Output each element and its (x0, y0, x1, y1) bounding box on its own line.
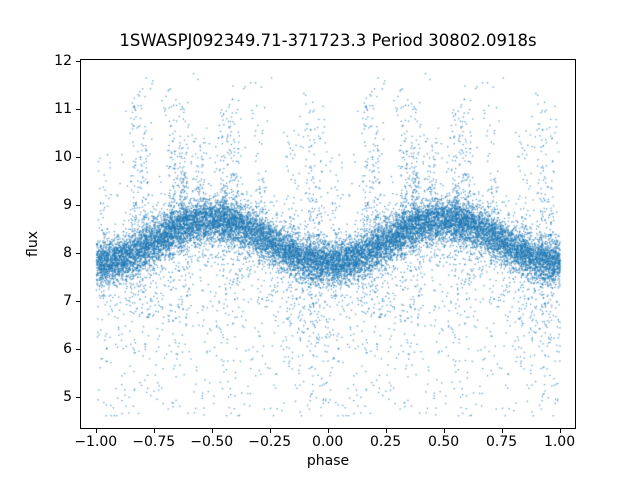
x-tick-label: 0.25 (370, 434, 402, 450)
y-tick-label: 8 (63, 244, 72, 261)
scatter-plot-canvas (80, 59, 576, 429)
y-tick-label: 11 (54, 100, 72, 117)
y-tick-label: 7 (63, 292, 72, 309)
x-tick-label: −0.50 (190, 434, 234, 450)
x-axis-label: phase (306, 453, 350, 469)
y-tick-label: 9 (63, 196, 72, 213)
x-tick-mark (385, 429, 387, 433)
x-tick-label: −0.25 (248, 434, 292, 450)
x-tick-label: 0.50 (428, 434, 460, 450)
y-tick-label: 10 (54, 148, 72, 165)
y-tick-label: 12 (54, 52, 72, 69)
y-tick-mark (76, 300, 80, 302)
x-tick-mark (269, 429, 271, 433)
x-tick-label: −0.75 (132, 434, 176, 450)
x-tick-label: −1.00 (74, 434, 118, 450)
y-tick-mark (76, 252, 80, 254)
x-tick-mark (95, 429, 97, 433)
x-tick-mark (153, 429, 155, 433)
y-tick-mark (76, 396, 80, 398)
y-tick-mark (76, 60, 80, 62)
x-tick-mark (559, 429, 561, 433)
y-axis-label: flux (25, 231, 41, 257)
y-tick-mark (76, 348, 80, 350)
x-tick-label: 1.00 (543, 434, 576, 450)
y-tick-label: 5 (63, 388, 72, 405)
y-tick-mark (76, 108, 80, 110)
y-tick-mark (76, 204, 80, 206)
x-tick-mark (211, 429, 213, 433)
x-tick-label: 0.00 (312, 434, 344, 450)
chart-title: 1SWASPJ092349.71-371723.3 Period 30802.0… (119, 31, 537, 50)
x-tick-mark (327, 429, 329, 433)
x-tick-mark (443, 429, 445, 433)
x-tick-mark (501, 429, 503, 433)
y-tick-label: 6 (63, 340, 72, 357)
x-tick-label: 0.75 (485, 434, 518, 450)
y-tick-mark (76, 156, 80, 158)
